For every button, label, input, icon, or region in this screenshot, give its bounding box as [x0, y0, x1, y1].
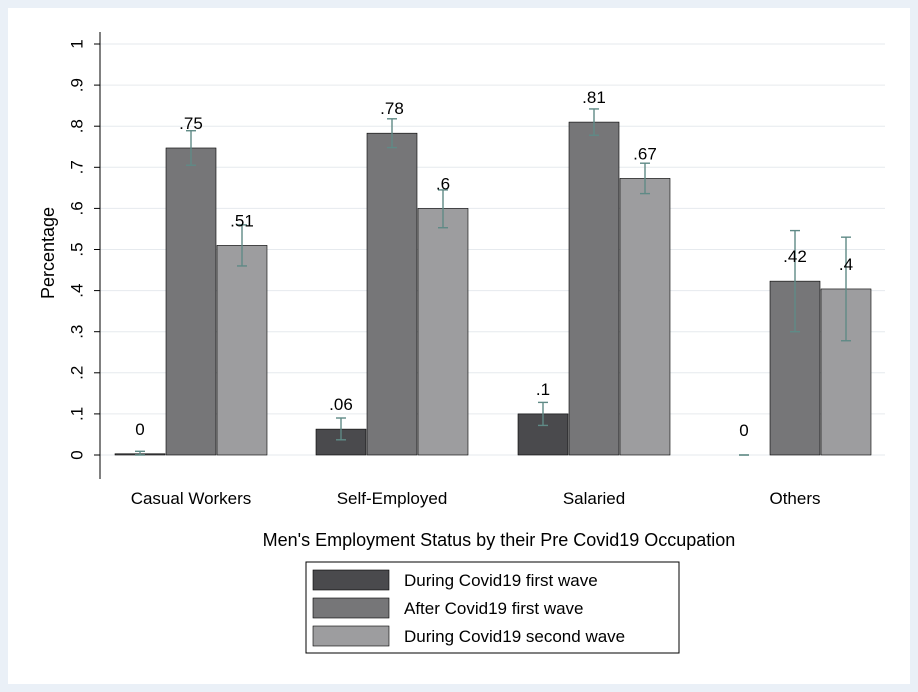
legend-swatch — [312, 597, 390, 619]
y-tick-label: .5 — [67, 242, 86, 256]
bar — [417, 208, 469, 456]
y-tick-label: .7 — [67, 160, 86, 174]
data-label: .75 — [179, 114, 203, 133]
data-label: .67 — [633, 144, 657, 163]
data-label: .4 — [839, 255, 853, 274]
bar — [366, 132, 418, 456]
data-label: 0 — [739, 421, 748, 440]
data-label: .78 — [380, 99, 404, 118]
y-axis-title: Percentage — [38, 207, 58, 299]
x-axis-title: Men's Employment Status by their Pre Cov… — [263, 530, 736, 550]
x-category-label: Salaried — [563, 489, 625, 508]
bars — [114, 121, 872, 456]
bar — [165, 147, 217, 456]
legend-label: During Covid19 second wave — [404, 627, 625, 646]
data-labels: 0 .06 .1 0 .75 .78 .81 .42 .51 .6 .67 .4 — [135, 88, 853, 440]
data-label: .1 — [536, 380, 550, 399]
y-axis: 0 .1 .2 .3 .4 .5 .6 .7 .8 .9 1 — [67, 32, 101, 479]
data-label: .42 — [783, 247, 807, 266]
y-tick-label: 1 — [67, 39, 86, 48]
y-tick-label: .3 — [67, 325, 86, 339]
bar — [619, 178, 671, 456]
error-bars — [135, 108, 851, 456]
y-tick-label: .1 — [67, 407, 86, 421]
data-label: .51 — [230, 211, 254, 230]
x-category-label: Self-Employed — [337, 489, 448, 508]
x-category-label: Others — [769, 489, 820, 508]
y-tick-label: .6 — [67, 201, 86, 215]
data-label: 0 — [135, 420, 144, 439]
y-tick-label: 0 — [67, 450, 86, 459]
data-label: .06 — [329, 395, 353, 414]
legend-swatch — [312, 625, 390, 647]
y-tick-label: .2 — [67, 366, 86, 380]
x-axis-categories: Casual Workers Self-Employed Salaried Other… — [131, 489, 821, 508]
data-label: .81 — [582, 88, 606, 107]
data-label: .6 — [436, 174, 450, 193]
legend-label: During Covid19 first wave — [404, 571, 598, 590]
legend: During Covid19 first wave After Covid19 f… — [305, 561, 680, 654]
legend-swatch — [312, 569, 390, 591]
bar — [216, 245, 268, 456]
legend-label: After Covid19 first wave — [404, 599, 584, 618]
y-tick-label: .8 — [67, 119, 86, 133]
y-tick-label: .9 — [67, 78, 86, 92]
x-category-label: Casual Workers — [131, 489, 252, 508]
bar — [568, 121, 620, 456]
y-tick-label: .4 — [67, 284, 86, 298]
